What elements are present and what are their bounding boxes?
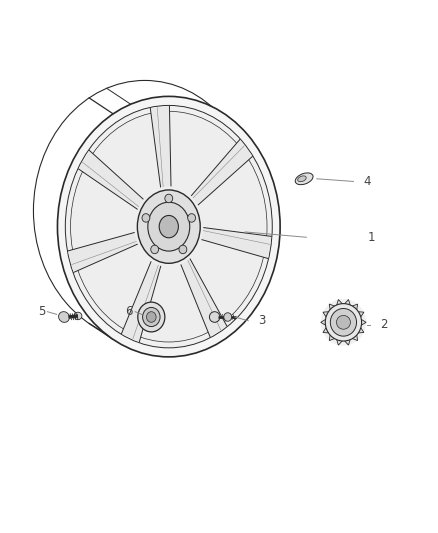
Ellipse shape <box>298 176 306 182</box>
Polygon shape <box>336 300 343 305</box>
Text: 3: 3 <box>258 314 266 327</box>
Ellipse shape <box>321 299 366 346</box>
Ellipse shape <box>142 214 150 222</box>
Polygon shape <box>329 304 335 310</box>
Polygon shape <box>329 334 335 341</box>
Ellipse shape <box>224 313 232 321</box>
Polygon shape <box>323 312 329 317</box>
Ellipse shape <box>138 302 165 332</box>
Polygon shape <box>202 228 271 259</box>
Ellipse shape <box>65 106 272 348</box>
Ellipse shape <box>59 312 70 322</box>
Polygon shape <box>323 327 329 333</box>
Polygon shape <box>361 319 366 326</box>
Ellipse shape <box>159 215 178 238</box>
Ellipse shape <box>74 312 82 320</box>
Ellipse shape <box>209 312 220 322</box>
Polygon shape <box>68 232 137 272</box>
Ellipse shape <box>148 202 190 251</box>
Ellipse shape <box>325 304 362 341</box>
Polygon shape <box>344 300 350 305</box>
Polygon shape <box>352 334 357 341</box>
Ellipse shape <box>179 245 187 254</box>
Polygon shape <box>150 106 171 187</box>
Ellipse shape <box>151 245 159 254</box>
Text: 4: 4 <box>363 175 371 188</box>
Polygon shape <box>336 339 343 345</box>
Text: 5: 5 <box>38 305 45 318</box>
Polygon shape <box>358 327 364 333</box>
Ellipse shape <box>188 214 195 222</box>
Polygon shape <box>121 262 161 342</box>
Polygon shape <box>344 339 350 345</box>
Polygon shape <box>358 312 364 317</box>
Polygon shape <box>78 150 143 209</box>
Polygon shape <box>352 304 357 310</box>
Polygon shape <box>191 140 252 205</box>
Ellipse shape <box>330 309 357 336</box>
Polygon shape <box>181 259 227 337</box>
Ellipse shape <box>138 190 200 263</box>
Ellipse shape <box>71 111 267 342</box>
Text: 1: 1 <box>367 231 375 244</box>
Ellipse shape <box>57 96 280 357</box>
Ellipse shape <box>295 173 313 184</box>
Ellipse shape <box>336 316 350 329</box>
Text: 6: 6 <box>125 305 133 318</box>
Ellipse shape <box>165 194 173 203</box>
Text: 2: 2 <box>381 319 388 332</box>
Polygon shape <box>321 319 326 326</box>
Ellipse shape <box>143 308 160 327</box>
Ellipse shape <box>147 312 156 322</box>
